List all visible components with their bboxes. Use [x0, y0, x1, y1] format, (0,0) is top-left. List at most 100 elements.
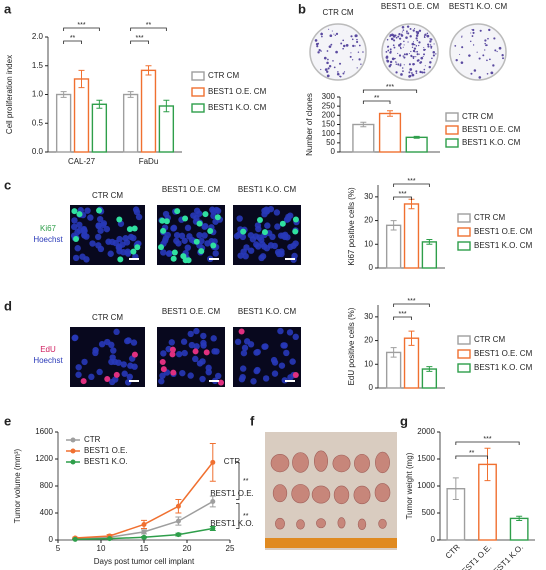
colony — [401, 67, 404, 69]
positive-nucleus — [169, 351, 176, 358]
colony — [399, 64, 402, 67]
colony — [390, 37, 394, 41]
nucleus — [262, 375, 270, 382]
colony — [411, 73, 415, 77]
bar — [405, 136, 428, 153]
significance-bracket — [393, 316, 412, 320]
error-bar — [387, 110, 393, 117]
error-bar — [78, 69, 85, 89]
positive-nucleus — [240, 228, 247, 235]
colony — [471, 35, 474, 37]
colony — [430, 45, 433, 48]
colony — [468, 54, 471, 57]
colony — [415, 56, 417, 58]
colony — [498, 46, 502, 50]
colony — [354, 34, 358, 38]
colony — [394, 61, 397, 63]
colony — [316, 45, 319, 48]
tumor — [275, 517, 285, 530]
nucleus — [196, 231, 203, 239]
bar — [385, 224, 402, 269]
error-bar — [390, 347, 397, 358]
colony — [349, 55, 352, 58]
colony — [424, 33, 427, 36]
nucleus — [289, 358, 296, 365]
colony — [356, 40, 359, 44]
legend-label: BEST1 O.E. CM — [208, 87, 267, 96]
colony — [409, 28, 412, 30]
nucleus — [287, 212, 294, 219]
colony — [317, 51, 320, 54]
marker — [141, 521, 147, 527]
image-label: BEST1 O.E. CM — [161, 185, 221, 194]
y-tick-label: 100 — [322, 129, 336, 138]
nucleus — [214, 207, 222, 215]
colony — [329, 34, 333, 38]
significance-bracket — [393, 196, 412, 200]
colony — [356, 67, 358, 69]
significance-bracket — [362, 100, 391, 104]
colony — [470, 40, 472, 43]
tumor — [291, 484, 310, 504]
colony — [405, 36, 408, 39]
y-tick-label: 20 — [364, 216, 373, 225]
x-tick-label: 10 — [97, 544, 106, 553]
colony — [401, 25, 405, 29]
marker — [175, 518, 181, 524]
legend-label: CTR CM — [462, 112, 493, 121]
y-tick-label: 2000 — [417, 427, 435, 436]
colony — [399, 37, 402, 40]
panel-letter: c — [4, 177, 11, 192]
image-label: CTR CM — [91, 313, 124, 322]
positive-nucleus — [131, 225, 138, 232]
colony — [408, 75, 411, 78]
y-tick-label: 0.5 — [32, 118, 44, 127]
panel-letter: g — [400, 413, 408, 428]
tumor — [313, 450, 329, 472]
significance-label: ** — [374, 95, 380, 102]
colony — [323, 56, 327, 60]
legend-label: BEST1 K.O. CM — [462, 138, 521, 147]
nucleus — [188, 341, 196, 349]
colony — [395, 63, 398, 65]
significance-label: *** — [398, 191, 406, 198]
positive-nucleus — [163, 218, 170, 225]
tumor — [378, 518, 387, 529]
colony — [358, 58, 361, 61]
colony — [454, 45, 457, 47]
significance-label: ** — [469, 450, 475, 457]
x-axis-label: Days post tumor cell implant — [94, 557, 195, 566]
y-tick-label: 300 — [322, 92, 336, 101]
positive-nucleus — [169, 346, 176, 353]
tumor — [375, 451, 390, 474]
colony — [407, 41, 409, 43]
colony — [400, 33, 403, 35]
colony — [357, 51, 360, 53]
marker — [72, 536, 78, 542]
positive-nucleus — [261, 229, 268, 236]
legend-swatch — [457, 241, 471, 251]
nucleus — [115, 244, 123, 251]
colony — [426, 34, 430, 38]
legend-swatch — [457, 363, 471, 373]
nucleus — [181, 349, 188, 357]
x-tick-label: BEST1 K.O. — [488, 543, 525, 570]
legend-label: BEST1 K.O. — [84, 457, 128, 466]
nucleus — [71, 223, 78, 231]
positive-nucleus — [104, 375, 111, 382]
marker — [141, 534, 147, 540]
legend-label: BEST1 O.E. CM — [462, 125, 521, 134]
colony — [461, 36, 463, 38]
colony — [486, 59, 488, 62]
bar — [55, 93, 72, 153]
nucleus — [292, 333, 299, 341]
colony — [476, 51, 478, 53]
y-tick-label: 0 — [431, 535, 436, 544]
y-tick-label: 20 — [364, 336, 373, 345]
colony — [350, 35, 353, 38]
nucleus — [94, 233, 102, 241]
panel-letter: f — [250, 413, 255, 428]
positive-nucleus — [192, 348, 199, 355]
colony — [415, 34, 419, 37]
tumor — [337, 517, 346, 529]
